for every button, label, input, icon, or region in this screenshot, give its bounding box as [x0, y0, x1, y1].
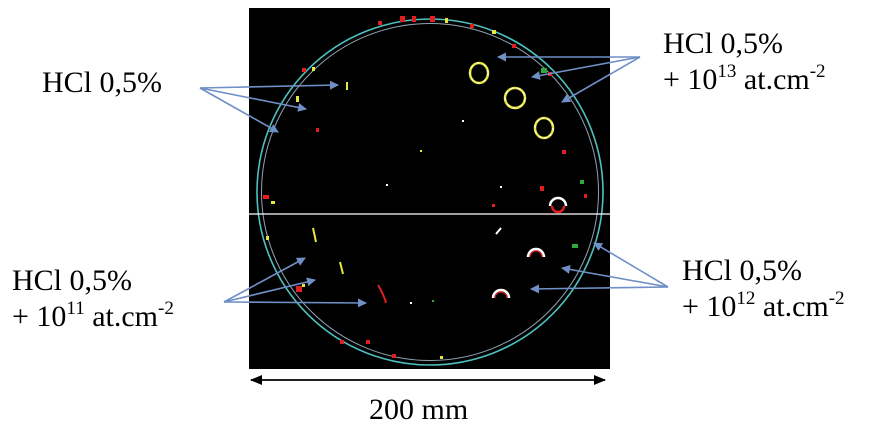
- label-top-right-dose: + 1013 at.cm-2: [663, 61, 826, 96]
- arrow-tr-3: [561, 56, 641, 103]
- arrow-tl-2: [199, 87, 307, 112]
- scale-bar-label: 200 mm: [369, 393, 469, 426]
- label-bottom-left-dose: + 1011 at.cm-2: [12, 298, 174, 333]
- arrow-bl-2: [223, 277, 316, 303]
- arrow-br-1: [593, 242, 669, 288]
- wafer-scan-image: [249, 8, 610, 369]
- annotation-arrows: [199, 52, 669, 308]
- arrow-br-2: [561, 264, 669, 288]
- arrow-br-3: [530, 284, 669, 294]
- arrow-tl-1: [199, 80, 339, 90]
- label-top-left: HCl 0,5%: [42, 65, 162, 101]
- label-bottom-left-line1: HCl 0,5%: [12, 264, 132, 297]
- label-bottom-right-dose: + 1012 at.cm-2: [682, 288, 845, 323]
- arrow-tr-2: [531, 56, 641, 80]
- edge-defect-speckles: [263, 16, 587, 359]
- wafer-outline-inner: [261, 23, 599, 361]
- label-bottom-right: HCl 0,5% + 1012 at.cm-2: [682, 253, 845, 325]
- label-bottom-right-line1: HCl 0,5%: [682, 254, 802, 287]
- defect-cluster-top-right: [468, 61, 568, 214]
- label-top-left-line1: HCl 0,5%: [42, 66, 162, 99]
- arrow-bl-3: [223, 298, 367, 308]
- arrow-bl-1: [223, 257, 306, 303]
- arrow-tl-3: [199, 87, 279, 133]
- defect-cluster-bottom: [312, 227, 546, 304]
- label-bottom-left: HCl 0,5% + 1011 at.cm-2: [12, 263, 174, 335]
- label-top-right-line1: HCl 0,5%: [663, 27, 783, 60]
- label-top-right: HCl 0,5% + 1013 at.cm-2: [663, 26, 826, 98]
